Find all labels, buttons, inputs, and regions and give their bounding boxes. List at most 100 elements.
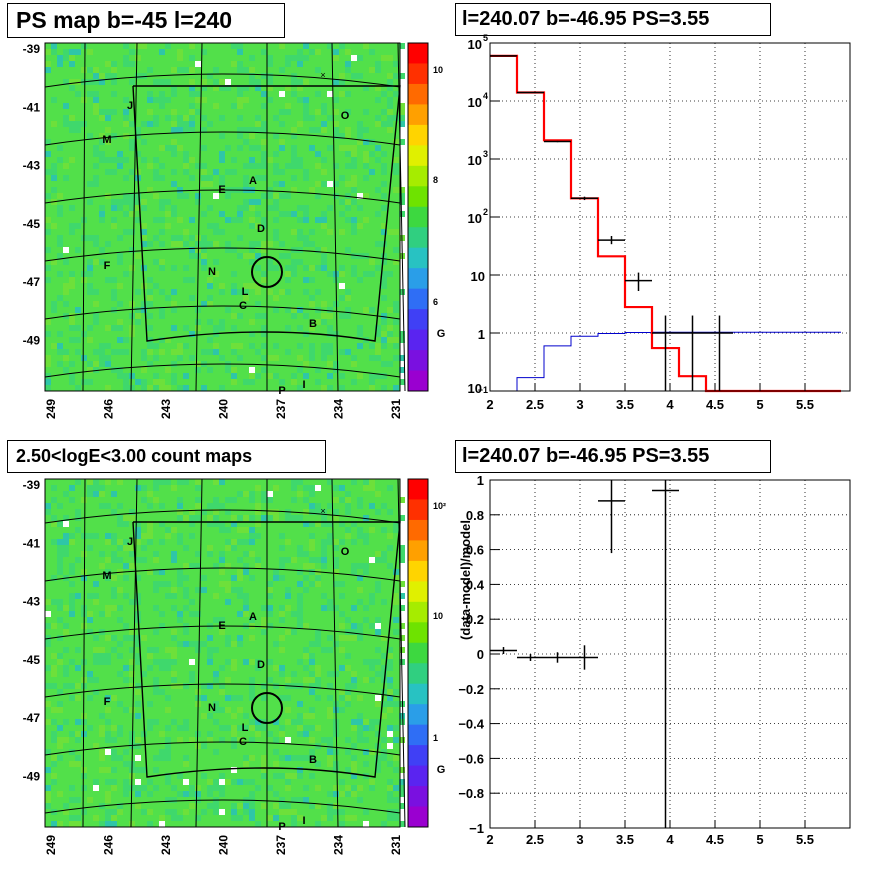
map-pixel bbox=[297, 385, 303, 391]
map-pixel bbox=[285, 755, 291, 761]
map-pixel bbox=[87, 235, 93, 241]
map-pixel bbox=[207, 295, 213, 301]
map2-title: 2.50<logE<3.00 count maps bbox=[7, 440, 326, 473]
map-pixel bbox=[123, 635, 129, 641]
map-pixel bbox=[99, 551, 105, 557]
map-pixel bbox=[153, 719, 159, 725]
map-pixel bbox=[381, 713, 387, 719]
map-pixel bbox=[147, 779, 153, 785]
map-pixel bbox=[51, 43, 57, 49]
map-pixel bbox=[231, 247, 237, 253]
map-pixel bbox=[183, 623, 189, 629]
map-pixel bbox=[351, 683, 357, 689]
map-pixel bbox=[135, 785, 141, 791]
map-pixel bbox=[279, 611, 285, 617]
map-pixel bbox=[171, 109, 177, 115]
map-pixel bbox=[189, 175, 195, 181]
map-pixel bbox=[87, 677, 93, 683]
map-pixel bbox=[291, 175, 297, 181]
map-pixel bbox=[207, 713, 213, 719]
map-pixel bbox=[195, 307, 201, 313]
map-pixel bbox=[213, 349, 219, 355]
map-x-tick-label: 246 bbox=[102, 835, 116, 855]
map-pixel bbox=[255, 79, 261, 85]
map-pixel bbox=[171, 121, 177, 127]
map-pixel bbox=[279, 145, 285, 151]
map-pixel bbox=[159, 521, 165, 527]
map-pixel bbox=[231, 349, 237, 355]
map-pixel bbox=[375, 701, 381, 707]
map-pixel bbox=[93, 677, 99, 683]
map-pixel bbox=[69, 157, 75, 163]
map-pixel bbox=[189, 109, 195, 115]
map-pixel bbox=[279, 545, 285, 551]
map-pixel bbox=[117, 325, 123, 331]
map-pixel bbox=[99, 109, 105, 115]
map-pixel bbox=[243, 67, 249, 73]
map-pixel bbox=[93, 301, 99, 307]
map-pixel bbox=[243, 283, 249, 289]
map-pixel bbox=[327, 331, 333, 337]
map-pixel bbox=[327, 181, 333, 187]
map-pixel bbox=[315, 217, 321, 223]
map-pixel bbox=[303, 289, 309, 295]
map-pixel bbox=[51, 515, 57, 521]
map-pixel bbox=[363, 725, 369, 731]
map-pixel bbox=[105, 569, 111, 575]
map-pixel bbox=[159, 581, 165, 587]
y-tick-label: 0.4 bbox=[466, 577, 485, 592]
map-pixel bbox=[63, 491, 69, 497]
residual-panel: 2 2.5 3 3.5 4 4.5 5 5.510.80.60.40.20−0.2−0.4−0… bbox=[458, 473, 851, 847]
map-pixel bbox=[231, 343, 237, 349]
map-pixel bbox=[63, 355, 69, 361]
map-pixel bbox=[87, 617, 93, 623]
map-pixel bbox=[327, 373, 333, 379]
map-pixel bbox=[207, 277, 213, 283]
map-pixel bbox=[141, 223, 147, 229]
longitude-line bbox=[195, 42, 203, 392]
map-pixel bbox=[393, 815, 399, 821]
map-pixel bbox=[363, 605, 369, 611]
map-pixel bbox=[57, 569, 63, 575]
map-pixel bbox=[273, 509, 279, 515]
map-pixel bbox=[225, 85, 231, 91]
map-pixel bbox=[99, 133, 105, 139]
map-x-tick-label: 249 bbox=[44, 399, 58, 419]
map-pixel bbox=[57, 295, 63, 301]
map-pixel bbox=[285, 289, 291, 295]
map-pixel bbox=[363, 217, 369, 223]
map-pixel bbox=[51, 779, 57, 785]
map-pixel bbox=[315, 557, 321, 563]
map-pixel bbox=[123, 521, 129, 527]
map-pixel bbox=[45, 193, 51, 199]
map-pixel bbox=[201, 509, 207, 515]
map-pixel bbox=[303, 43, 309, 49]
map-pixel bbox=[219, 791, 225, 797]
latitude-line bbox=[44, 683, 401, 698]
map-pixel bbox=[207, 515, 213, 521]
map-pixel bbox=[357, 599, 363, 605]
map-pixel bbox=[201, 265, 207, 271]
map-pixel bbox=[297, 719, 303, 725]
map-pixel bbox=[129, 659, 135, 665]
map-pixel bbox=[207, 737, 213, 743]
map-pixel bbox=[273, 515, 279, 521]
map-pixel bbox=[219, 319, 225, 325]
map-pixel bbox=[177, 683, 183, 689]
map-pixel bbox=[375, 767, 381, 773]
map-pixel bbox=[357, 277, 363, 283]
map-pixel bbox=[255, 223, 261, 229]
map-pixel bbox=[339, 265, 345, 271]
map-pixel bbox=[267, 205, 273, 211]
map-pixel bbox=[183, 479, 189, 485]
map-pixel bbox=[147, 277, 153, 283]
map-pixel bbox=[387, 545, 393, 551]
map-pixel bbox=[339, 271, 345, 277]
map-pixel bbox=[375, 509, 381, 515]
map-pixel bbox=[369, 385, 375, 391]
map-pixel bbox=[75, 683, 81, 689]
map-pixel bbox=[141, 485, 147, 491]
map-pixel bbox=[315, 503, 321, 509]
map-pixel bbox=[171, 683, 177, 689]
map-pixel bbox=[249, 319, 255, 325]
